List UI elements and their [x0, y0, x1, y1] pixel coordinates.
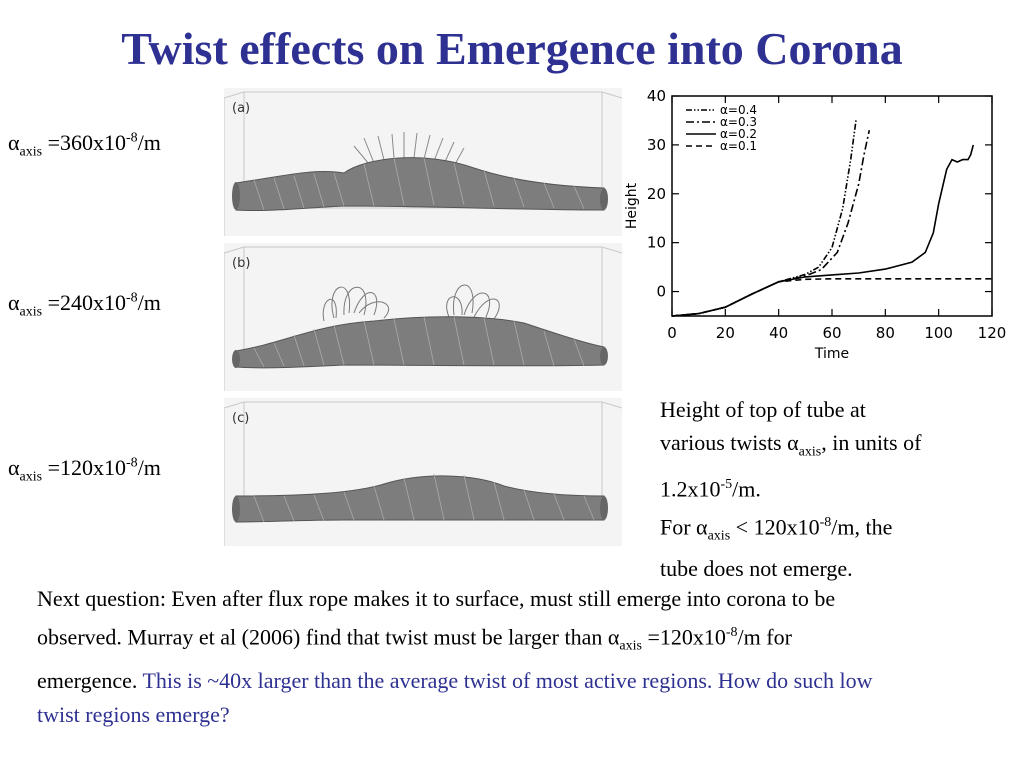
caption-text: For α — [660, 514, 708, 540]
caption-text: /m, the — [831, 514, 893, 540]
alpha-exponent: -8 — [126, 290, 138, 306]
paragraph-text: /m for emergence. — [37, 624, 792, 693]
series-line-0 — [671, 120, 857, 317]
paragraph-text: Next question: Even after flux rope make… — [37, 586, 836, 650]
alpha-subscript: axis — [19, 304, 43, 320]
discussion-paragraph: Next question: Even after flux rope make… — [37, 582, 897, 732]
alpha-symbol: α — [8, 290, 20, 315]
legend-label: α=0.1 — [720, 139, 757, 153]
alpha-unit: /m — [137, 130, 161, 155]
simulation-panel-b: (b) — [224, 243, 622, 391]
x-tick-label: 100 — [924, 324, 953, 342]
x-axis-label: Time — [814, 346, 849, 362]
caption-line-3: 1.2x10-5/m. — [660, 468, 1010, 505]
paragraph-exponent: -8 — [725, 625, 738, 640]
flux-tube-render-b: (b) — [224, 243, 622, 391]
panel-label-c: (c) — [232, 411, 249, 426]
paragraph-subscript: axis — [619, 638, 642, 654]
caption-line-5: tube does not emerge. — [660, 556, 853, 582]
alpha-label-c: αaxis =120x10-8/m — [8, 455, 161, 485]
alpha-symbol: α — [8, 455, 20, 480]
caption-text: various twists α — [660, 430, 799, 455]
caption-line-4: For αaxis < 120x10-8/m, the — [660, 506, 1010, 553]
caption-line-1: Height of top of tube at — [660, 397, 866, 422]
caption-subscript: axis — [798, 444, 822, 460]
alpha-value: =360x10 — [42, 130, 127, 155]
highlighted-question: This is ~40x larger than the average twi… — [37, 667, 873, 727]
flux-tube-render-a: (a) — [224, 88, 622, 236]
panel-label-b: (b) — [232, 256, 250, 271]
alpha-subscript: axis — [19, 469, 43, 485]
caption-exponent: -5 — [720, 477, 733, 493]
y-tick-label: 10 — [647, 234, 666, 252]
caption-text: , in units of — [821, 430, 922, 455]
series-line-2 — [671, 144, 975, 317]
x-tick-label: 40 — [769, 324, 788, 342]
caption-text: /m. — [732, 476, 761, 502]
flux-tube-render-c: (c) — [224, 398, 622, 546]
paragraph-text: =120x10 — [641, 624, 726, 650]
x-tick-label: 120 — [978, 324, 1007, 342]
alpha-value: =240x10 — [42, 290, 127, 315]
simulation-panel-c: (c) — [224, 398, 622, 546]
alpha-exponent: -8 — [126, 455, 138, 471]
y-tick-label: 0 — [656, 283, 666, 301]
alpha-exponent: -8 — [126, 130, 138, 146]
panel-label-a: (a) — [232, 101, 250, 116]
caption-text: 1.2x10 — [660, 476, 721, 502]
chart-svg: 0 20 40 60 80 100 120010203040TimeHeightα=0.4α… — [624, 87, 1007, 362]
alpha-subscript: axis — [19, 144, 43, 160]
slide-title: Twist effects on Emergence into Corona — [121, 23, 903, 74]
alpha-value: =120x10 — [42, 455, 127, 480]
alpha-unit: /m — [137, 290, 161, 315]
caption-text: < 120x10 — [730, 514, 820, 540]
y-tick-label: 20 — [647, 185, 666, 203]
alpha-label-a: αaxis =360x10-8/m — [8, 130, 161, 160]
series-line-3 — [671, 278, 992, 317]
x-tick-label: 60 — [822, 324, 841, 342]
height-vs-time-chart: 0 20 40 60 80 100 120 0 10 20 30 40 Time Height α=0.4 α… — [624, 87, 1016, 368]
alpha-symbol: α — [8, 130, 20, 155]
x-tick-label: 0 — [667, 324, 677, 342]
y-axis-label: Height — [624, 182, 640, 229]
caption-line-2: various twists αaxis, in units of — [660, 426, 1010, 468]
legend-label: α=0.4 — [720, 103, 757, 117]
caption-subscript: axis — [707, 528, 731, 544]
legend-label: α=0.3 — [720, 115, 757, 129]
y-tick-label: 40 — [647, 88, 666, 105]
series-line-1 — [671, 130, 871, 317]
x-tick-label: 80 — [876, 324, 895, 342]
chart-caption: Height of top of tube at various twists … — [660, 393, 1010, 585]
x-tick-label: 20 — [716, 324, 735, 342]
y-tick-label: 30 — [647, 136, 666, 154]
simulation-panel-a: (a) — [224, 88, 622, 236]
caption-exponent: -8 — [819, 514, 832, 530]
alpha-unit: /m — [137, 455, 161, 480]
legend-label: α=0.2 — [720, 127, 757, 141]
alpha-label-b: αaxis =240x10-8/m — [8, 290, 161, 320]
